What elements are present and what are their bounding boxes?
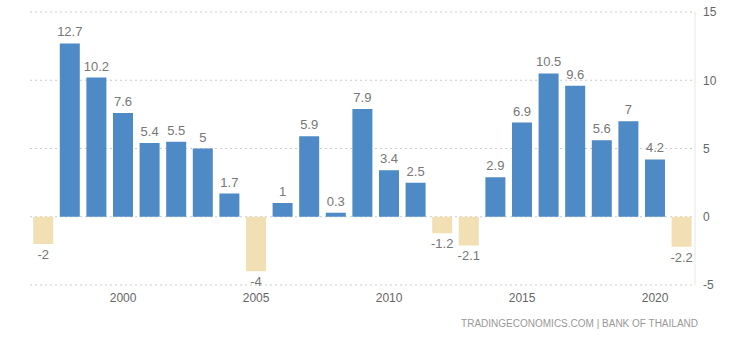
svg-text:5.9: 5.9 [300,117,318,132]
svg-text:5: 5 [199,130,206,145]
html-text:TRADINGECONOMICS.COM | BANK OF: TRADINGECONOMICS.COM | BANK OF THAILAND [461,318,698,329]
svg-text:2010: 2010 [376,291,403,305]
svg-text:10.2: 10.2 [84,59,109,74]
svg-text:7.6: 7.6 [114,94,132,109]
svg-text:1.7: 1.7 [220,175,238,190]
svg-text:6.9: 6.9 [513,104,531,119]
svg-text:-1.2: -1.2 [431,236,453,251]
svg-text:0.3: 0.3 [327,194,345,209]
svg-text:-2.1: -2.1 [458,248,480,263]
svg-text:10.5: 10.5 [536,54,561,69]
svg-text:2015: 2015 [509,291,536,305]
svg-text:2000: 2000 [110,291,137,305]
svg-text:2005: 2005 [243,291,270,305]
svg-text:5.5: 5.5 [167,123,185,138]
svg-text:5.6: 5.6 [593,121,611,136]
svg-text:3.4: 3.4 [380,151,398,166]
svg-text:5: 5 [703,142,710,156]
svg-text:-2: -2 [37,247,49,262]
svg-text:2.9: 2.9 [486,158,504,173]
svg-text:5.4: 5.4 [141,124,159,139]
svg-text:10: 10 [703,74,717,88]
svg-text:15: 15 [703,5,717,19]
svg-text:-4: -4 [250,274,262,289]
svg-text:4.2: 4.2 [646,140,664,155]
svg-text:12.7: 12.7 [57,24,82,39]
svg-text:7: 7 [625,102,632,117]
svg-text:2.5: 2.5 [407,164,425,179]
svg-text:0: 0 [703,210,710,224]
svg-text:-5: -5 [703,278,714,292]
svg-text:9.6: 9.6 [566,67,584,82]
svg-text:7.9: 7.9 [353,90,371,105]
svg-text:1: 1 [279,184,286,199]
svg-text:2020: 2020 [642,291,669,305]
svg-text:-2.2: -2.2 [670,250,692,265]
